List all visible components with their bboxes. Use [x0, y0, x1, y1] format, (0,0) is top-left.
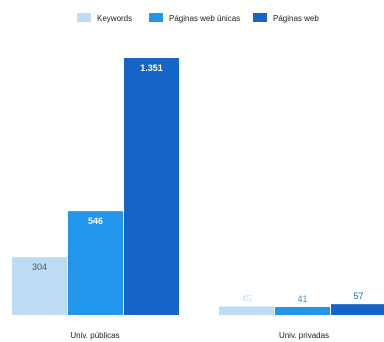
bar-univ-publicas-paginas-web-unicas — [68, 211, 123, 315]
category-label-univ-privadas: Univ. privadas — [279, 331, 329, 340]
value-label-univ-publicas-paginas-web-unicas: 546 — [88, 216, 103, 226]
legend-label-keywords: Keywords — [97, 14, 132, 23]
value-label-univ-privadas-paginas-web: 57 — [353, 291, 363, 301]
bars — [12, 58, 384, 315]
legend-swatch-paginas-web-unicas — [149, 13, 163, 22]
value-labels: 304 546 1.351 45 41 57 — [32, 63, 364, 304]
bar-univ-privadas-paginas-web — [331, 304, 384, 315]
value-label-univ-privadas-paginas-web-unicas: 41 — [297, 294, 307, 304]
bar-univ-privadas-paginas-web-unicas — [275, 307, 330, 315]
bar-univ-privadas-keywords — [219, 306, 274, 315]
legend-swatch-keywords — [77, 13, 91, 22]
value-label-univ-publicas-paginas-web: 1.351 — [140, 63, 163, 73]
category-label-univ-publicas: Univ. públicas — [70, 331, 119, 340]
bar-univ-publicas-keywords — [12, 257, 67, 315]
value-label-univ-publicas-keywords: 304 — [32, 262, 47, 272]
bar-univ-publicas-paginas-web — [124, 58, 179, 315]
legend-label-paginas-web-unicas: Páginas web únicas — [169, 14, 240, 23]
category-labels: Univ. públicas Univ. privadas — [70, 331, 329, 340]
value-label-univ-privadas-keywords: 45 — [241, 293, 251, 303]
legend-swatch-paginas-web — [253, 13, 267, 22]
legend-label-paginas-web: Páginas web — [273, 14, 319, 23]
legend: Keywords Páginas web únicas Páginas web — [77, 13, 319, 23]
